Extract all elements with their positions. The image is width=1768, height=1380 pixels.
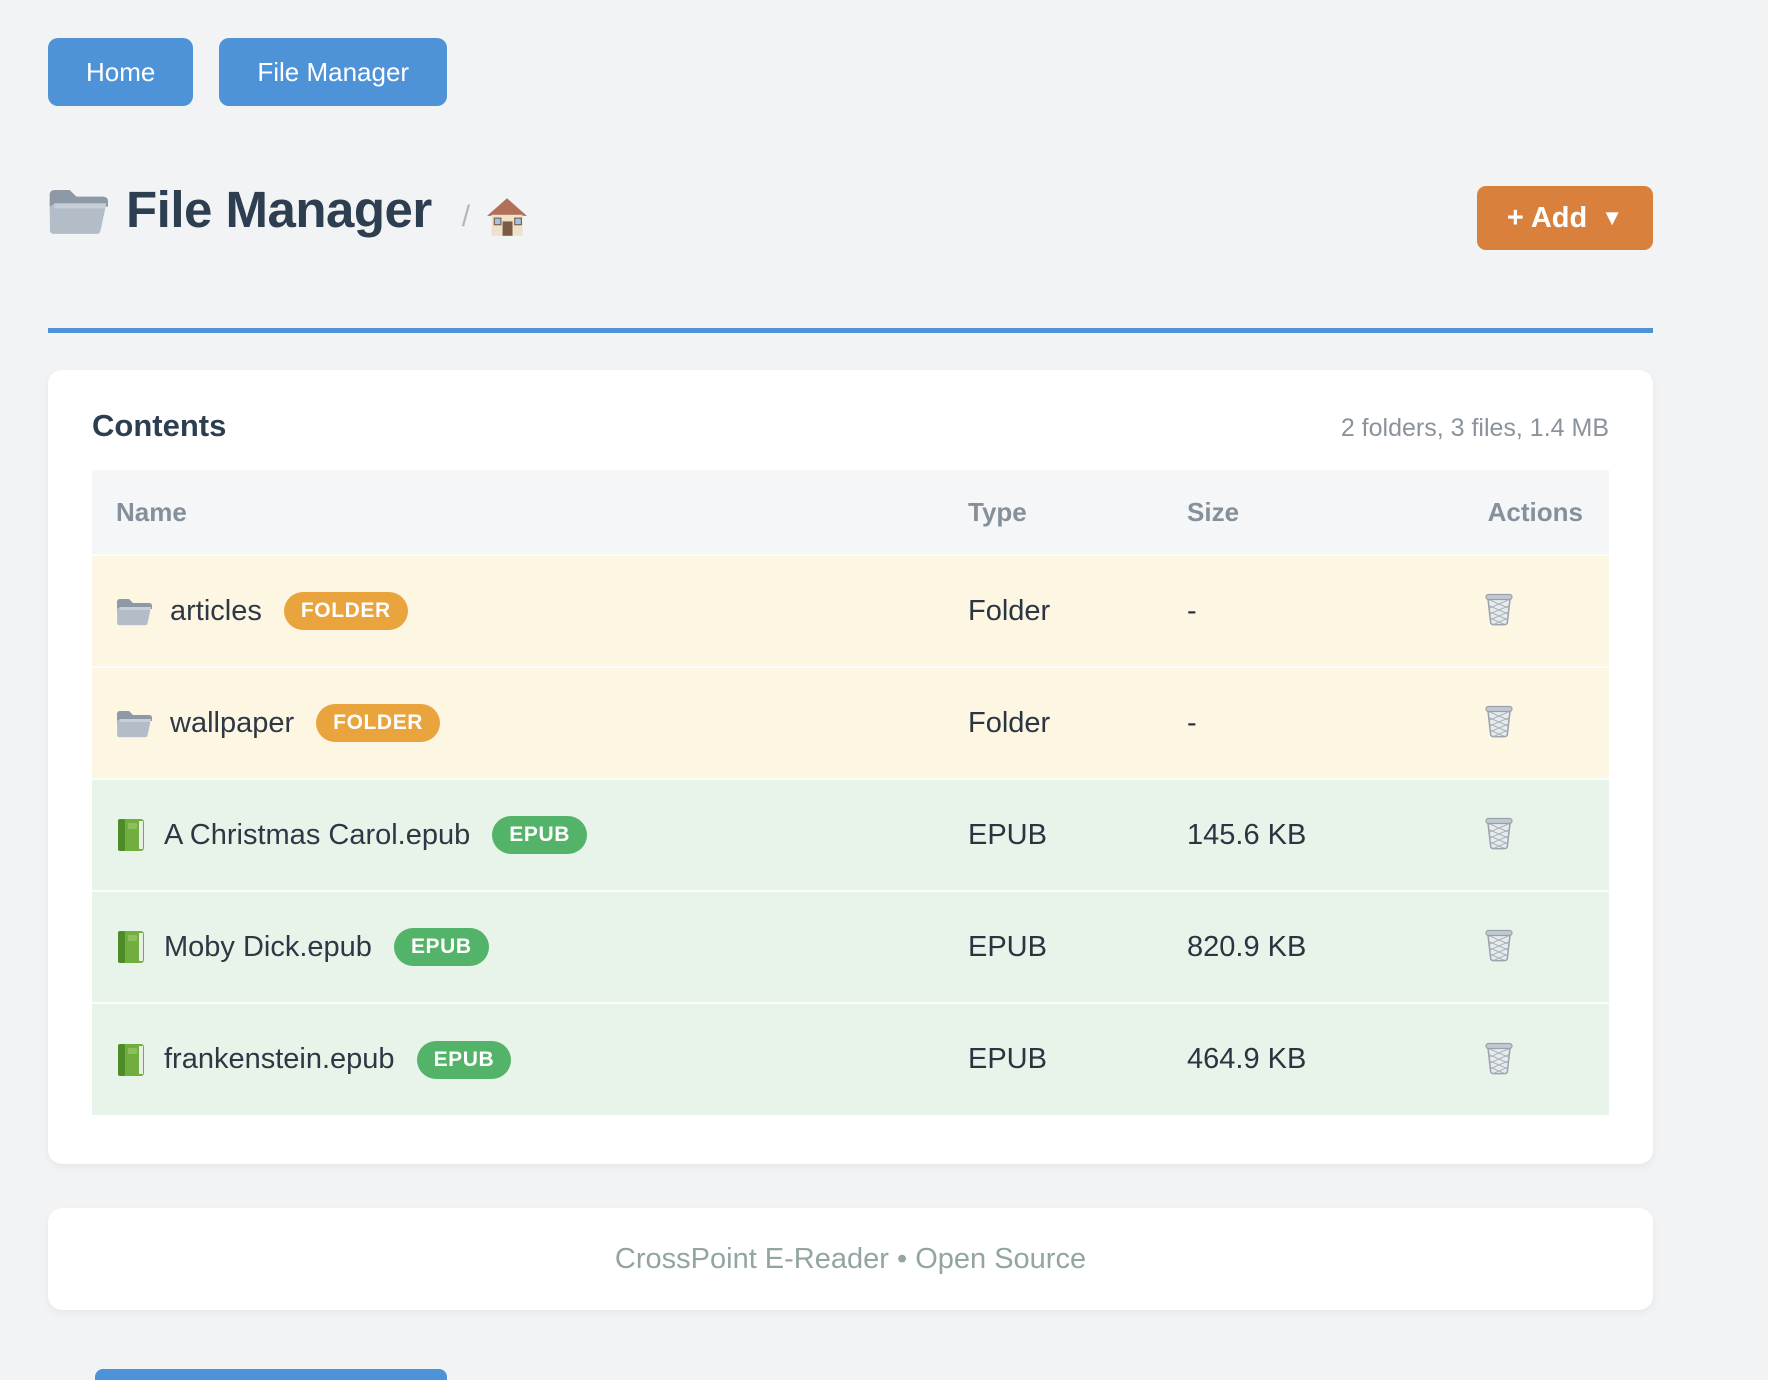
file-type: EPUB (968, 930, 1047, 963)
file-size: - (1187, 594, 1197, 627)
partial-button[interactable] (95, 1369, 447, 1380)
breadcrumb: / (462, 183, 528, 237)
delete-button[interactable] (1479, 1036, 1519, 1083)
type-badge: FOLDER (316, 704, 441, 742)
file-size: 820.9 KB (1187, 930, 1307, 963)
breadcrumb-separator: / (461, 199, 471, 233)
page-header: File Manager / + Add ▼ (48, 180, 1653, 270)
file-name[interactable]: articles (170, 594, 262, 627)
file-size: 145.6 KB (1187, 818, 1307, 851)
column-header-name: Name (116, 496, 187, 527)
add-button-label: + Add (1506, 201, 1588, 234)
delete-button[interactable] (1479, 923, 1519, 970)
folder-icon (117, 711, 152, 738)
file-name[interactable]: A Christmas Carol.epub (164, 818, 471, 851)
footer-text: CrossPoint E-Reader • Open Source (614, 1242, 1087, 1275)
column-header-type: Type (968, 496, 1027, 527)
page-title: File Manager (126, 181, 432, 238)
footer-card: CrossPoint E-Reader • Open Source (48, 1208, 1653, 1310)
file-type: Folder (968, 706, 1051, 739)
type-badge: EPUB (393, 928, 489, 966)
house-icon[interactable] (486, 197, 528, 237)
table-row[interactable]: frankenstein.epub EPUB EPUB 464.9 KB (92, 1003, 1609, 1115)
book-icon (116, 929, 146, 965)
column-header-size: Size (1187, 496, 1240, 527)
trash-icon (1485, 929, 1513, 962)
file-type: EPUB (968, 1043, 1047, 1075)
delete-button[interactable] (1479, 587, 1519, 634)
table-row[interactable]: A Christmas Carol.epub EPUB EPUB 145.6 K… (92, 779, 1609, 891)
file-type: Folder (968, 594, 1051, 627)
table-row[interactable]: Moby Dick.epub EPUB EPUB 820.9 KB (92, 891, 1609, 1003)
contents-summary: 2 folders, 3 files, 1.4 MB (1340, 414, 1609, 442)
table-header-row: Name Type Size Actions (92, 470, 1609, 555)
folder-icon (117, 599, 152, 626)
folder-icon (116, 596, 152, 626)
book-icon (116, 817, 146, 853)
top-nav: Home File Manager (48, 38, 448, 106)
file-size: 464.9 KB (1187, 1043, 1307, 1075)
file-name[interactable]: wallpaper (170, 706, 295, 739)
header-divider (48, 328, 1653, 333)
folder-icon (116, 708, 152, 738)
folder-icon (49, 189, 108, 234)
book-icon (118, 1043, 144, 1076)
trash-icon (1485, 705, 1513, 738)
table-body: articles FOLDER Folder - (92, 555, 1609, 1115)
file-name[interactable]: Moby Dick.epub (164, 930, 372, 963)
nav-file-manager-button[interactable]: File Manager (219, 38, 448, 106)
table-row[interactable]: wallpaper FOLDER Folder - (92, 667, 1609, 779)
file-size: - (1187, 706, 1197, 739)
type-badge: EPUB (416, 1040, 512, 1079)
book-icon (118, 819, 144, 851)
delete-button[interactable] (1479, 811, 1519, 858)
file-type: EPUB (968, 818, 1047, 851)
table-row[interactable]: articles FOLDER Folder - (92, 555, 1609, 667)
trash-icon (1485, 817, 1513, 850)
file-table: Name Type Size Actions articles FOLDER (92, 470, 1609, 1115)
column-header-actions: Actions (1487, 496, 1583, 527)
delete-button[interactable] (1479, 699, 1519, 746)
trash-icon (1485, 1042, 1513, 1074)
file-name[interactable]: frankenstein.epub (164, 1043, 395, 1075)
contents-card: Contents 2 folders, 3 files, 1.4 MB Name… (48, 370, 1653, 1164)
type-badge: FOLDER (283, 592, 408, 630)
contents-title: Contents (92, 408, 227, 443)
add-button[interactable]: + Add ▼ (1476, 186, 1653, 250)
trash-icon (1485, 593, 1513, 626)
nav-home-button[interactable]: Home (48, 38, 194, 106)
book-icon (116, 1042, 146, 1078)
type-badge: EPUB (492, 816, 587, 854)
book-icon (118, 931, 144, 963)
caret-down-icon: ▼ (1601, 205, 1623, 230)
